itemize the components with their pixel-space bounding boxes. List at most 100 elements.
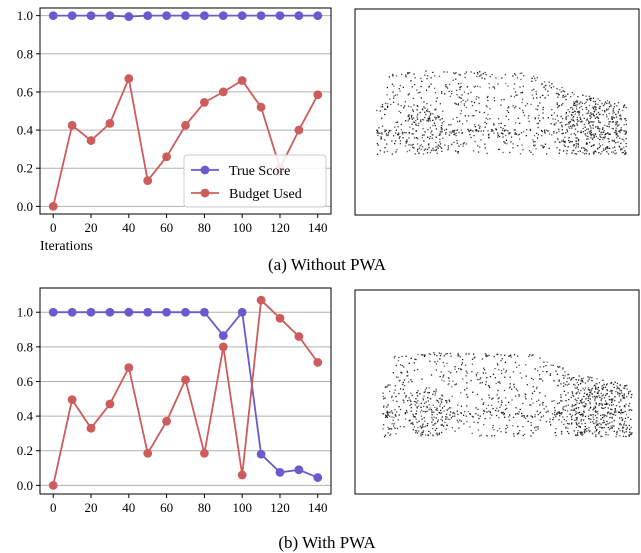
x-tick-label: 80: [198, 500, 211, 515]
x-tick-label: 140: [308, 220, 328, 235]
data-point: [181, 120, 190, 130]
x-tick-label: 0: [50, 220, 57, 235]
data-point: [275, 11, 285, 21]
data-point: [218, 331, 228, 341]
x-tick-label: 100: [232, 220, 252, 235]
data-point: [218, 87, 228, 97]
data-point: [237, 307, 247, 317]
data-point: [67, 307, 77, 317]
data-point: [199, 307, 209, 317]
y-tick-label: 0.4: [17, 409, 34, 424]
data-point: [124, 363, 134, 373]
y-tick-label: 0.8: [17, 339, 33, 354]
data-point: [294, 465, 304, 475]
data-point: [143, 448, 153, 458]
legend-label: Budget Used: [229, 187, 302, 202]
data-point: [143, 307, 153, 317]
data-point: [143, 176, 153, 186]
legend-marker: [200, 188, 210, 198]
data-point: [162, 11, 172, 21]
data-point: [48, 201, 58, 211]
data-point: [294, 332, 304, 341]
chart-without-pwa: 0.0 0.2 0.4 0.6 0.8 1.0 0 20 40 60 80 100 120 140 Iter…: [17, 7, 332, 254]
data-point: [48, 11, 58, 21]
data-point: [237, 76, 247, 85]
x-tick-label: 0: [50, 500, 57, 515]
data-point: [313, 90, 323, 100]
chart-with-pwa: 0.0 0.2 0.4 0.6 0.8 1.0 0 20 40 60 80 100 120 140: [17, 287, 332, 515]
data-point: [48, 307, 58, 317]
legend-label: True Score: [229, 164, 290, 179]
data-point: [67, 11, 77, 21]
data-point: [105, 118, 115, 128]
data-point: [162, 307, 172, 317]
data-point: [105, 11, 115, 21]
data-point: [313, 358, 323, 367]
data-point: [105, 399, 115, 409]
y-tick-label: 1.0: [17, 8, 33, 23]
data-point: [67, 120, 77, 130]
data-point: [256, 449, 266, 459]
x-tick-label: 60: [160, 500, 173, 515]
data-point: [162, 152, 172, 162]
data-point: [313, 473, 323, 482]
data-point: [86, 307, 96, 317]
data-point: [237, 11, 247, 21]
data-point: [218, 342, 228, 352]
x-tick-label: 40: [122, 500, 135, 515]
x-tick-label: 140: [308, 500, 328, 515]
data-point: [162, 416, 172, 426]
data-point: [67, 395, 77, 405]
y-tick-label: 0.8: [17, 46, 33, 61]
caption-b: (b) With PWA: [278, 533, 376, 552]
data-point: [275, 313, 285, 323]
legend-marker: [200, 165, 210, 175]
series-line-true-score: [53, 310, 319, 479]
data-point: [256, 11, 266, 21]
data-point: [256, 295, 266, 305]
data-point: [124, 307, 134, 317]
x-axis-label: Iterations: [40, 239, 93, 254]
data-point: [86, 11, 96, 21]
data-point: [237, 470, 247, 480]
series-line-budget-used: [52, 298, 319, 486]
x-tick-label: 120: [270, 500, 290, 515]
data-point: [48, 480, 58, 490]
x-tick-label: 100: [232, 500, 252, 515]
x-tick-label: 20: [85, 500, 98, 515]
data-point: [181, 307, 190, 317]
y-tick-label: 0.0: [17, 199, 33, 214]
y-tick-label: 1.0: [17, 305, 33, 320]
caption-a: (a) Without PWA: [268, 255, 387, 274]
data-point: [143, 11, 153, 21]
y-tick-label: 0.6: [17, 374, 34, 389]
data-point: [124, 12, 134, 21]
data-point: [294, 11, 304, 21]
x-tick-label: 40: [122, 220, 135, 235]
x-tick-label: 120: [270, 220, 290, 235]
car-point-cloud-with-pwa: [354, 289, 640, 495]
x-tick-label: 60: [160, 220, 173, 235]
data-point: [294, 125, 304, 135]
data-point: [256, 102, 266, 112]
data-point: [313, 11, 323, 21]
data-point: [86, 423, 96, 433]
x-tick-label: 80: [198, 220, 211, 235]
y-tick-label: 0.4: [17, 123, 34, 138]
plot-frame: [39, 287, 332, 495]
data-point: [218, 11, 228, 21]
y-tick-label: 0.2: [17, 161, 33, 176]
data-point: [199, 98, 209, 107]
car-point-cloud-without-pwa: [354, 8, 640, 216]
y-tick-label: 0.2: [17, 443, 33, 458]
legend-box: [183, 154, 327, 208]
data-point: [181, 375, 190, 385]
data-point: [124, 74, 134, 83]
data-point: [199, 448, 209, 458]
data-point: [86, 136, 96, 145]
data-point: [181, 11, 190, 21]
plot-frame: [39, 7, 332, 215]
data-point: [275, 467, 285, 477]
data-point: [105, 307, 115, 317]
